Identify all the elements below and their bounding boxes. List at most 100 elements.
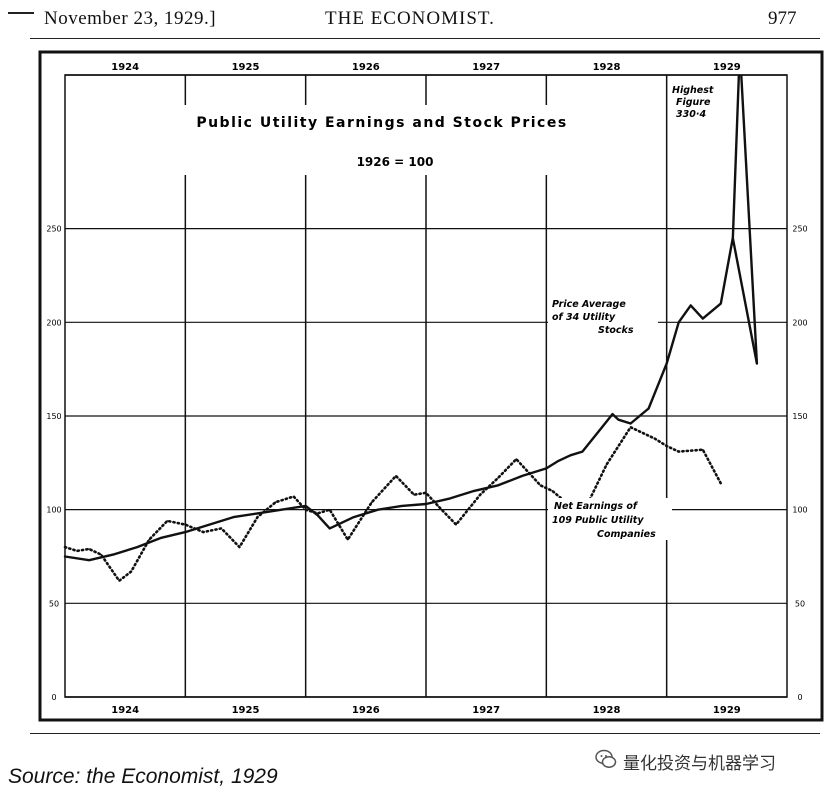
data-point-prices-12 [328,527,331,530]
data-point-earnings-25 [479,493,482,496]
data-point-earnings-15 [304,508,307,511]
annotation-highest-line-3: 330·4 [676,109,706,120]
data-point-prices-21 [545,467,548,470]
chart-title: Public Utility Earnings and Stock Prices [196,115,567,131]
chart-subtitle: 1926 = 100 [357,155,434,169]
data-point-prices-31 [677,321,680,324]
data-point-earnings-4 [118,580,120,582]
y-tick-right-100: 100 [792,506,807,515]
year-label-bottom-1924: 1924 [111,705,139,716]
data-point-earnings-20 [395,475,397,477]
watermark-text: 量化投资与机器学习 [623,754,776,774]
data-point-prices-16 [425,503,427,505]
issue-date: November 23, 1929.] [44,8,217,29]
data-point-earnings-32 [605,463,608,466]
data-point-prices-17 [449,497,451,500]
data-point-prices-24 [581,450,584,453]
data-point-prices-22 [557,460,560,462]
publication-title: THE ECONOMIST. [325,8,495,29]
data-point-earnings-9 [202,531,205,533]
data-point-earnings-22 [425,492,427,494]
data-point-prices-27 [617,418,620,421]
data-point-prices-6 [208,523,211,526]
data-point-earnings-19 [371,501,373,504]
annotation-price-series: Price Average of 34 Utility Stocks [548,298,658,336]
year-label-bottom-1925: 1925 [232,705,260,716]
y-tick-right-0: 0 [797,693,802,702]
data-point-earnings-26 [497,477,500,479]
annotation-price-line-2: of 34 Utility [552,312,616,323]
data-point-prices-13 [353,516,355,518]
data-point-prices-14 [377,508,379,511]
header-rule [30,38,820,39]
data-point-prices-19 [497,484,500,487]
data-point-earnings-36 [677,450,680,453]
source-caption: Source: the Economist, 1929 [8,765,278,788]
year-label-bottom-1927: 1927 [472,705,500,716]
data-point-earnings-11 [238,546,241,548]
data-point-prices-11 [316,514,319,517]
data-point-earnings-17 [328,508,331,511]
year-labels: 1924 1924 1925 1925 1926 1926 1927 1927 1928 1928… [111,62,741,716]
data-point-earnings-29 [551,490,554,492]
data-point-prices-2 [112,553,114,556]
data-point-earnings-34 [653,437,656,440]
data-point-prices-3 [136,546,138,548]
data-point-prices-33 [702,317,704,320]
page-header: November 23, 1929.] THE ECONOMIST. 977 [0,0,840,40]
data-point-prices-8 [256,512,259,515]
watermark: 量化投资与机器学习 [595,746,830,776]
data-point-earnings-13 [274,501,277,504]
title-backdrop [125,105,655,175]
year-label-top-1924: 1924 [111,62,139,73]
y-tick-left-100: 100 [46,506,61,515]
data-point-prices-5 [184,531,187,533]
data-point-prices-28 [629,422,632,425]
chart-outer-frame [38,50,824,722]
data-point-prices-20 [521,475,524,477]
data-point-earnings-6 [148,538,150,541]
year-label-bottom-1928: 1928 [593,705,621,716]
page-number: 977 [768,8,797,29]
y-tick-left-0: 0 [51,693,56,702]
data-point-earnings-37 [702,448,704,451]
annotation-price-backdrop [548,298,658,336]
data-point-earnings-8 [184,523,187,526]
data-point-prices-1 [88,559,90,561]
year-label-top-1927: 1927 [472,62,500,73]
year-label-bottom-1929: 1929 [713,705,741,716]
data-point-prices-32 [689,304,692,307]
y-tick-left-150: 150 [46,412,61,421]
series-line-prices-spike-up [731,74,741,239]
data-point-prices-34 [720,302,722,305]
annotation-price-line-1: Price Average [552,299,626,310]
y-tick-right-250: 250 [792,225,807,234]
y-tick-left-50: 50 [49,599,59,608]
header-mark [8,12,34,14]
year-label-bottom-1926: 1926 [352,705,380,716]
data-point-prices-26 [611,413,614,415]
year-label-top-1925: 1925 [232,62,260,73]
wechat-icon [595,749,617,768]
data-point-earnings-5 [130,570,132,573]
annotation-highest-line-1: Highest [672,85,714,96]
data-point-earnings-24 [455,523,457,526]
data-point-earnings-12 [256,516,259,518]
data-point-prices-9 [280,508,283,511]
data-point-earnings-3 [100,553,102,556]
annotation-earnings-line-1: Net Earnings of [554,501,639,512]
data-point-earnings-28 [539,484,542,487]
data-point-prices-30 [665,362,668,365]
data-point-earnings-10 [220,527,223,530]
y-tick-right-150: 150 [792,412,807,421]
bottom-rule [30,733,820,734]
year-label-top-1926: 1926 [352,62,380,73]
y-tick-right-200: 200 [792,318,807,327]
annotation-price-line-3: Stocks [598,325,634,336]
data-point-prices-7 [232,516,235,518]
y-tick-labels: 0 0 50 50 100 100 150 150 250 250 200 200 [46,225,807,702]
data-point-earnings-38 [720,482,722,485]
data-point-earnings-21 [413,493,415,496]
series-line-prices-spike-down [740,74,759,364]
